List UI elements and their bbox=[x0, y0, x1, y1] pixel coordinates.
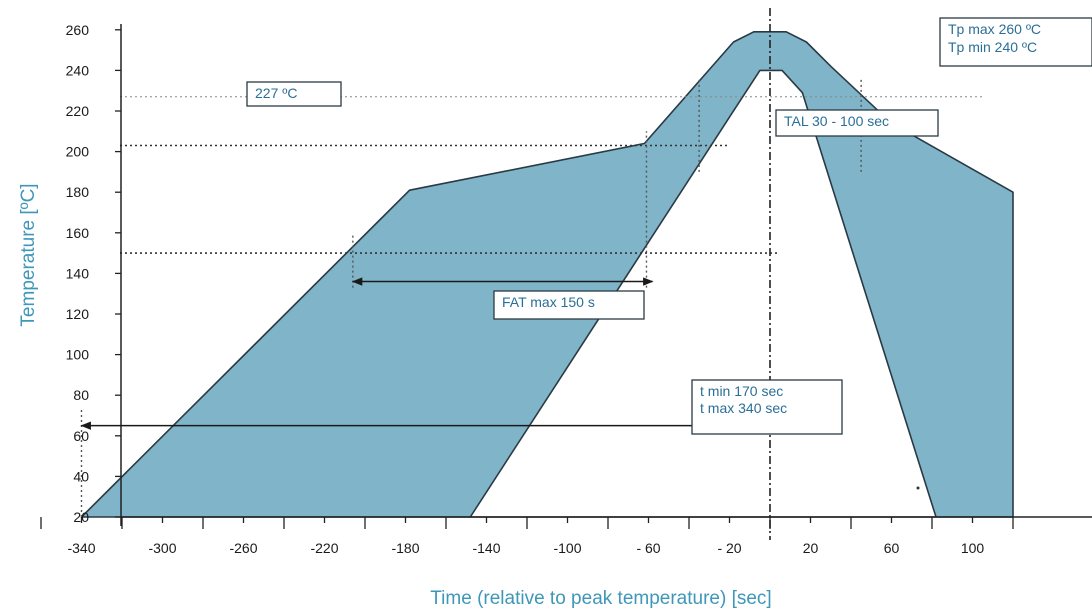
fat-label-text-0: FAT max 150 s bbox=[502, 294, 595, 310]
x-tick-label--340: -340 bbox=[67, 540, 95, 556]
y-tick-label-140: 140 bbox=[66, 265, 90, 281]
x-tick-label--100: -100 bbox=[553, 540, 581, 556]
t-label-box bbox=[691, 379, 843, 435]
y-axis-title: Temperature [ºC] bbox=[18, 183, 39, 326]
x-tick-label-60: 60 bbox=[884, 540, 900, 556]
tal-label-text-0: TAL 30 - 100 sec bbox=[784, 113, 889, 129]
x-tick-label--180: -180 bbox=[391, 540, 419, 556]
axes-layer: 20 40 60 80 100 120 140 160 180 200 220 240 260 -340 -… bbox=[40, 22, 1092, 556]
x-tick-label--260: -260 bbox=[229, 540, 257, 556]
y-tick-label-220: 220 bbox=[66, 103, 90, 119]
y-tick-label-160: 160 bbox=[66, 225, 90, 241]
x-tick-label--140: -140 bbox=[472, 540, 500, 556]
y-tick-label-120: 120 bbox=[66, 306, 90, 322]
y-tick-label-80: 80 bbox=[73, 387, 89, 403]
x-tick-label--220: -220 bbox=[310, 540, 338, 556]
y-tick-label-100: 100 bbox=[66, 347, 90, 363]
profile-area-layer bbox=[80, 31, 1014, 518]
x-tick-label--300: -300 bbox=[148, 540, 176, 556]
fat-label-box bbox=[493, 290, 645, 320]
tp-label-box bbox=[939, 17, 1092, 67]
label-227-box bbox=[246, 81, 342, 107]
y-tick-label-240: 240 bbox=[66, 62, 90, 78]
label-227-text-0: 227 ºC bbox=[255, 85, 297, 101]
t-label-text-1: t max 340 sec bbox=[700, 400, 787, 416]
x-tick-label-100: 100 bbox=[961, 540, 985, 556]
y-tick-label-40: 40 bbox=[73, 468, 89, 484]
tp-label-text-0: Tp max 260 ºC bbox=[948, 21, 1041, 37]
x-tick-label--20: - 20 bbox=[717, 540, 741, 556]
y-tick-label-200: 200 bbox=[66, 144, 90, 160]
x-tick-label--60: - 60 bbox=[636, 540, 660, 556]
annotations-layer: 227 ºC Tp max 260 ºC Tp min 240 ºC TAL 30 -… bbox=[80, 17, 1092, 490]
y-tick-label-60: 60 bbox=[73, 428, 89, 444]
stray-dot bbox=[916, 486, 920, 490]
x-axis-title: Time (relative to peak temperature) [sec… bbox=[430, 588, 771, 609]
tal-label-box bbox=[775, 109, 939, 137]
t-label-text-0: t min 170 sec bbox=[700, 383, 783, 399]
x-tick-label-20: 20 bbox=[803, 540, 819, 556]
process-window-area bbox=[80, 31, 1014, 518]
y-tick-label-260: 260 bbox=[66, 22, 90, 38]
y-tick-label-180: 180 bbox=[66, 184, 90, 200]
tp-label-text-1: Tp min 240 ºC bbox=[948, 39, 1037, 55]
